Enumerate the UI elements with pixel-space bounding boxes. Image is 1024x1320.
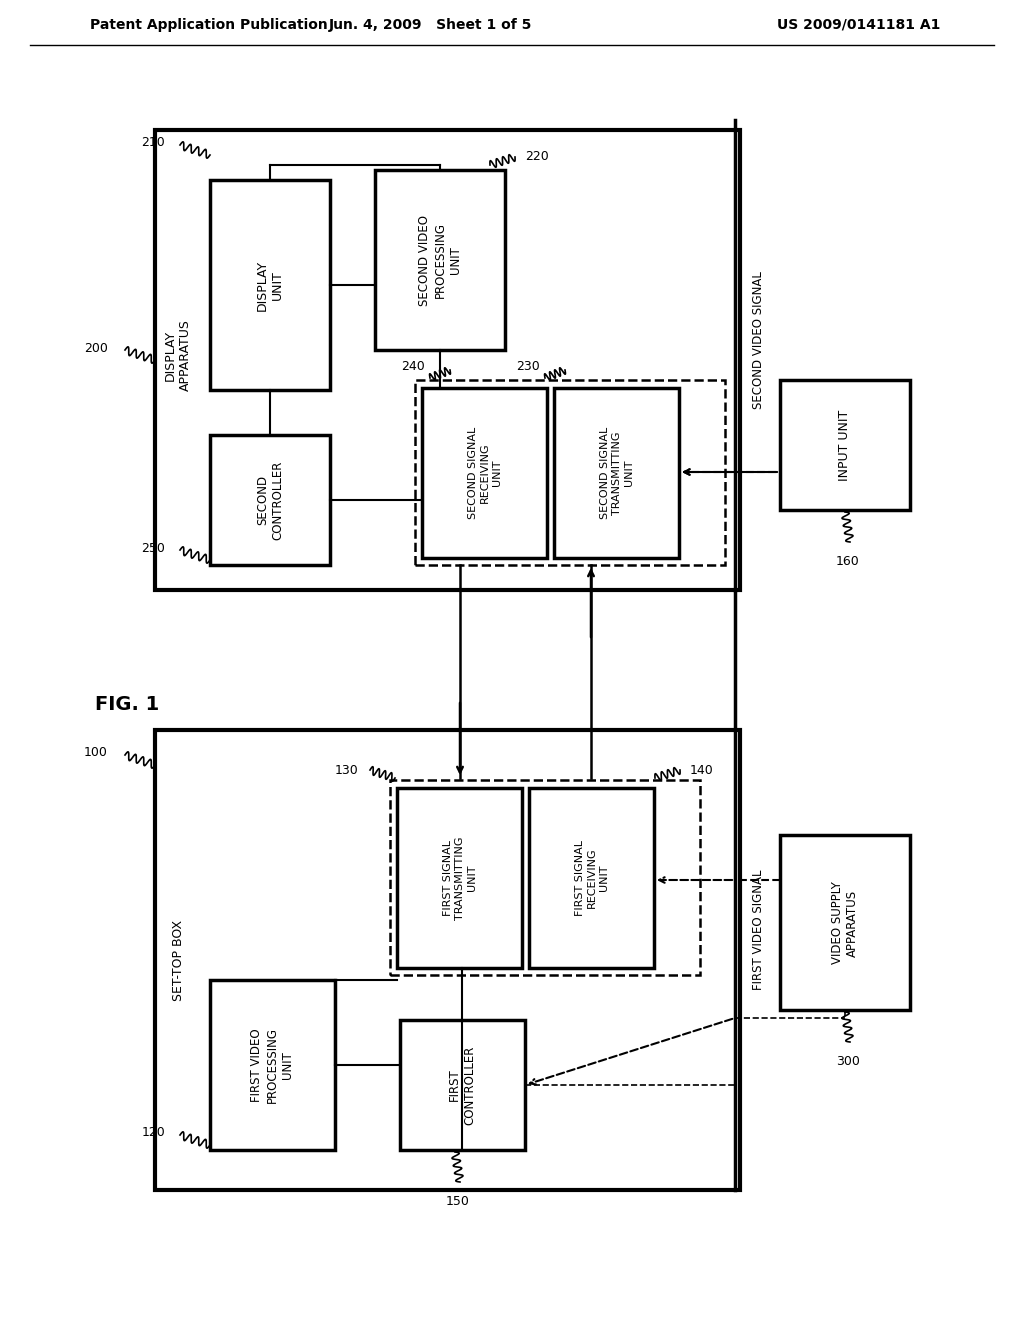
Bar [529, 788, 654, 968]
Text: DISPLAY
APPARATUS: DISPLAY APPARATUS [164, 319, 193, 391]
Text: 240: 240 [401, 360, 425, 374]
Text: 100: 100 [84, 747, 108, 759]
Bar [155, 129, 740, 590]
Text: FIRST SIGNAL
TRANSMITTING
UNIT: FIRST SIGNAL TRANSMITTING UNIT [443, 837, 476, 920]
Text: FIRST SIGNAL
RECEIVING
UNIT: FIRST SIGNAL RECEIVING UNIT [575, 840, 608, 916]
Bar [400, 1020, 525, 1150]
Text: SECOND SIGNAL
RECEIVING
UNIT: SECOND SIGNAL RECEIVING UNIT [468, 426, 502, 519]
Bar [397, 788, 522, 968]
Bar [554, 388, 679, 558]
Bar [422, 388, 547, 558]
Text: 220: 220 [525, 150, 549, 164]
Text: INPUT UNIT: INPUT UNIT [839, 409, 852, 480]
Bar [210, 180, 330, 389]
Bar [780, 380, 910, 510]
Text: DISPLAY
UNIT: DISPLAY UNIT [256, 260, 284, 310]
Text: US 2009/0141181 A1: US 2009/0141181 A1 [776, 18, 940, 32]
Text: 200: 200 [84, 342, 108, 355]
Text: SECOND
CONTROLLER: SECOND CONTROLLER [256, 461, 284, 540]
Text: 150: 150 [446, 1195, 470, 1208]
Text: FIG. 1: FIG. 1 [95, 696, 160, 714]
Bar [780, 836, 910, 1010]
Text: FIRST VIDEO SIGNAL: FIRST VIDEO SIGNAL [752, 870, 765, 990]
Text: 120: 120 [141, 1126, 165, 1139]
Bar [415, 380, 725, 565]
Bar [375, 170, 505, 350]
Text: 140: 140 [690, 763, 714, 776]
Text: 130: 130 [334, 763, 358, 776]
Text: Jun. 4, 2009   Sheet 1 of 5: Jun. 4, 2009 Sheet 1 of 5 [329, 18, 531, 32]
Text: SECOND VIDEO SIGNAL: SECOND VIDEO SIGNAL [752, 271, 765, 409]
Text: SET-TOP BOX: SET-TOP BOX [171, 920, 184, 1001]
Text: 230: 230 [516, 360, 540, 374]
Bar [155, 730, 740, 1191]
Text: 250: 250 [141, 541, 165, 554]
Text: SECOND SIGNAL
TRANSMITTING
UNIT: SECOND SIGNAL TRANSMITTING UNIT [600, 426, 634, 519]
Text: FIRST
CONTROLLER: FIRST CONTROLLER [449, 1045, 476, 1125]
Bar [210, 436, 330, 565]
Text: SECOND VIDEO
PROCESSING
UNIT: SECOND VIDEO PROCESSING UNIT [419, 214, 462, 305]
Bar [210, 979, 335, 1150]
Text: 160: 160 [837, 554, 860, 568]
Text: Patent Application Publication: Patent Application Publication [90, 18, 328, 32]
Text: 210: 210 [141, 136, 165, 149]
Text: VIDEO SUPPLY
APPARATUS: VIDEO SUPPLY APPARATUS [831, 882, 859, 965]
Text: 300: 300 [836, 1055, 860, 1068]
Bar [390, 780, 700, 975]
Text: FIRST VIDEO
PROCESSING
UNIT: FIRST VIDEO PROCESSING UNIT [251, 1027, 294, 1104]
